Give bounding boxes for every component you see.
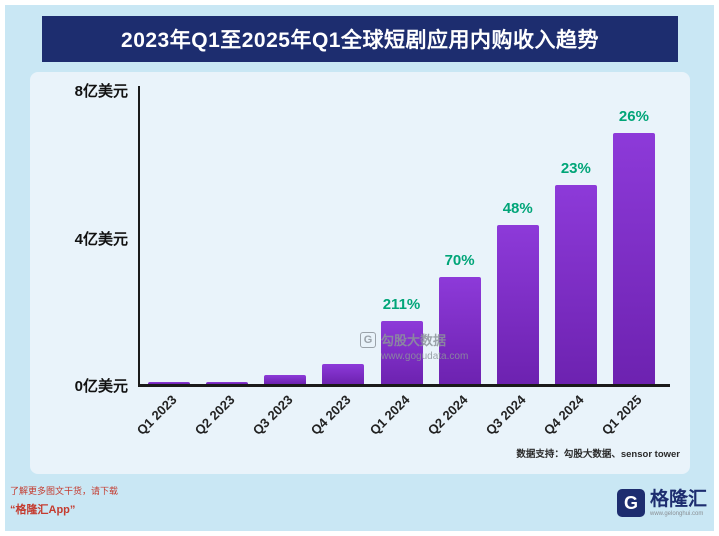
brand-logo: G 格隆汇 www.gelonghui.com [616, 489, 707, 517]
bar-q1-2023 [148, 382, 191, 384]
page-title: 2023年Q1至2025年Q1全球短剧应用内购收入趋势 [121, 29, 599, 52]
bar-q2-2023 [206, 382, 249, 384]
growth-label-q4-2024: 23% [560, 160, 591, 177]
promo-text: 了解更多图文干货，请下载 “格隆汇App” [10, 484, 118, 517]
bar-q3-2024 [496, 225, 539, 384]
growth-label-q2-2024: 70% [444, 252, 475, 269]
bar-q1-2024 [380, 321, 423, 384]
y-tick-8: 8亿美元 [74, 83, 128, 100]
promo-line-1: 了解更多图文干货，请下载 [10, 486, 119, 496]
y-axis-labels: 0亿美元 4亿美元 8亿美元 [30, 83, 128, 395]
bar-q4-2024 [554, 185, 597, 384]
chart-panel: 0亿美元 4亿美元 8亿美元 Q1 2023 Q2 2023 Q3 2023 Q4 202… [30, 72, 690, 474]
y-tick-0: 0亿美元 [74, 378, 128, 395]
bar-q4-2023 [322, 364, 365, 384]
gelonghui-logo-icon: G [616, 489, 645, 517]
plot-area: Q1 2023 Q2 2023 Q3 2023 Q4 2023 211% Q1 2024 7… [134, 89, 663, 438]
watermark: G 勾股大数据 www.gogudata.com [360, 330, 468, 362]
growth-label-q1-2025: 26% [618, 108, 649, 125]
growth-label-q3-2024: 48% [502, 200, 533, 217]
x-axis-line [138, 384, 670, 387]
bar-q3-2023 [264, 375, 307, 384]
promo-line-2: “格隆汇App” [10, 504, 76, 516]
watermark-logo-icon: G [360, 331, 376, 348]
bar-q1-2025 [612, 133, 655, 384]
title-banner: 2023年Q1至2025年Q1全球短剧应用内购收入趋势 [42, 16, 678, 62]
brand-logo-text: 格隆汇 [649, 489, 707, 510]
watermark-text: 勾股大数据 [381, 333, 447, 348]
bar-q2-2024 [438, 277, 481, 384]
growth-label-q1-2024: 211% [382, 296, 421, 313]
y-axis-line [138, 86, 140, 386]
data-source-note: 数据支持：勾股大数据、sensor tower [516, 449, 680, 460]
brand-logo-url: www.gelonghui.com [649, 510, 704, 517]
y-tick-4: 4亿美元 [74, 230, 128, 248]
watermark-url: www.gogudata.com [381, 351, 469, 362]
